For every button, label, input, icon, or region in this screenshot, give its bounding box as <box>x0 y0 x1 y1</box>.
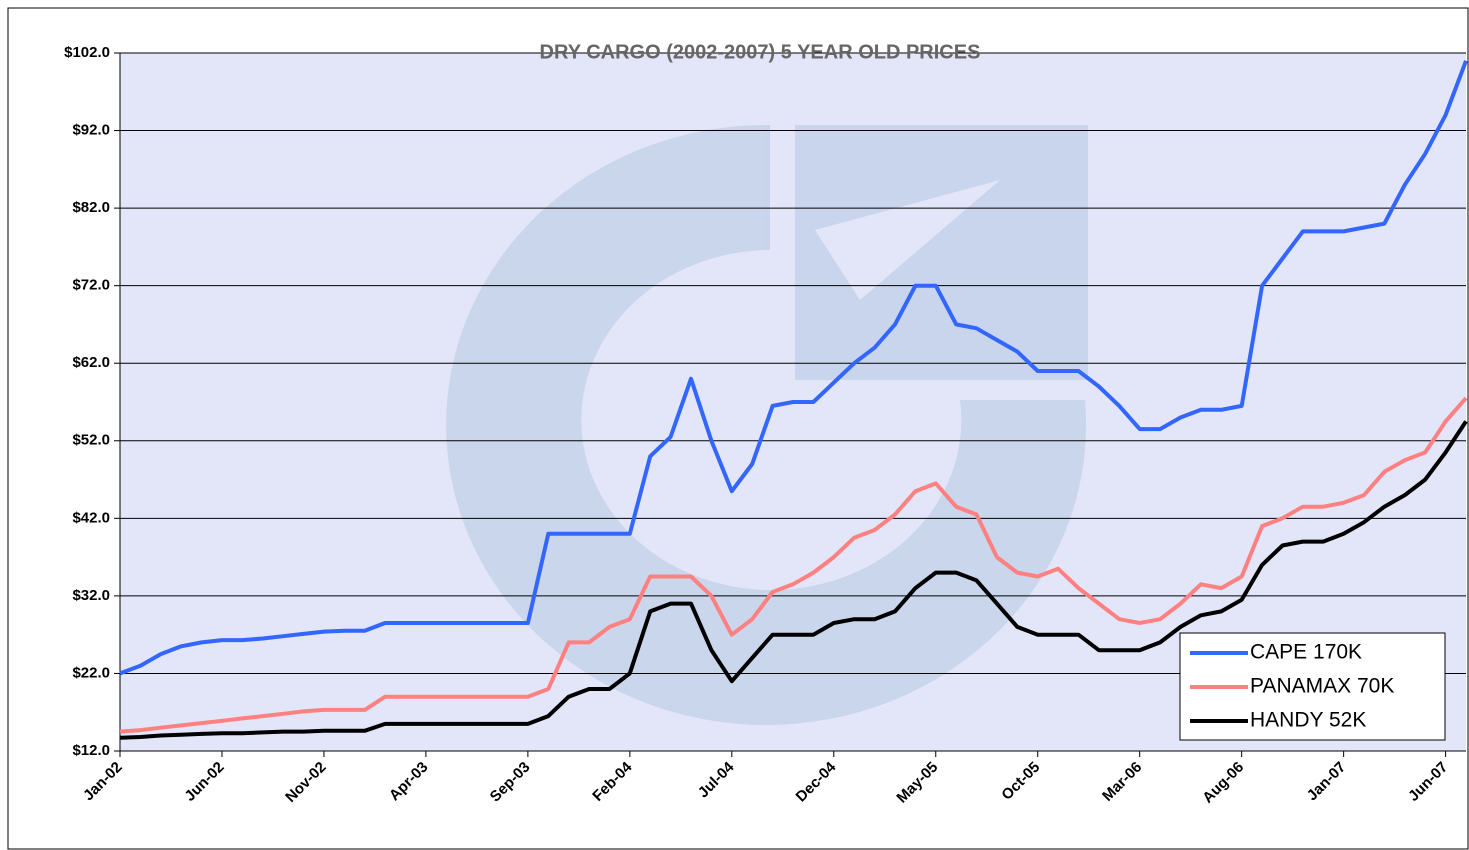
series-line <box>119 396 1468 734</box>
chart-title: DRY CARGO (2002-2007) 5 YEAR OLD PRICES <box>540 41 981 63</box>
series-line <box>119 420 1468 740</box>
y-tick-label: $62.0 <box>72 354 110 371</box>
series-line <box>119 60 1468 676</box>
y-tick-label: $52.0 <box>72 432 110 449</box>
legend-label: PANAMAX 70K <box>1250 675 1394 698</box>
y-tick-label: $82.0 <box>72 199 110 216</box>
y-tick-label: $102.0 <box>64 44 110 61</box>
y-tick-label: $22.0 <box>72 664 110 681</box>
watermark <box>446 124 1088 725</box>
y-tick-label: $42.0 <box>72 509 110 526</box>
y-tick-label: $12.0 <box>72 742 110 759</box>
y-tick-label: $92.0 <box>72 122 110 139</box>
legend-label: HANDY 52K <box>1250 709 1366 732</box>
y-tick-label: $32.0 <box>72 587 110 604</box>
y-tick-label: $72.0 <box>72 277 110 294</box>
legend-label: CAPE 170K <box>1250 641 1362 664</box>
